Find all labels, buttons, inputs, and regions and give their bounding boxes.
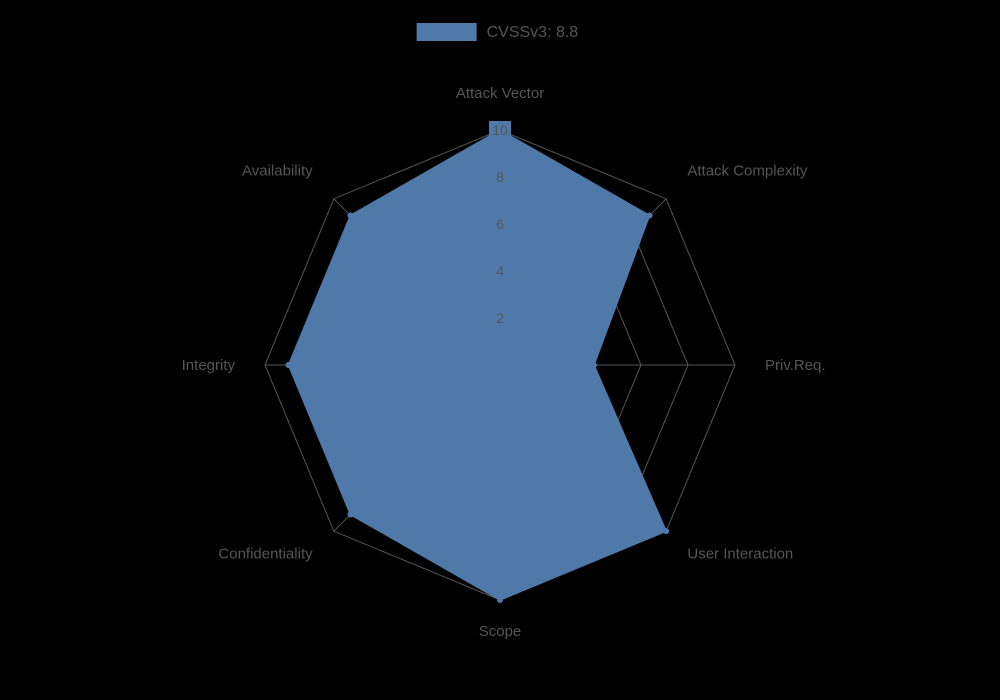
axis-label: Integrity: [182, 357, 236, 374]
series-marker: [647, 212, 653, 218]
axis-label: Attack Complexity: [687, 163, 808, 180]
tick-label: 6: [496, 216, 504, 232]
series-marker: [591, 362, 597, 368]
tick-label: 8: [496, 169, 504, 185]
axis-label: Confidentiality: [218, 545, 313, 562]
axis-label: Attack Vector: [456, 85, 544, 102]
series-marker: [663, 528, 669, 534]
tick-label: 10: [492, 122, 508, 138]
series-marker: [497, 597, 503, 603]
series-marker: [286, 362, 292, 368]
tick-label: 2: [496, 310, 504, 326]
axis-label: Availability: [242, 163, 313, 180]
axis-label: User Interaction: [687, 545, 793, 562]
legend-label: CVSSv3: 8.8: [487, 24, 579, 41]
axis-label: Scope: [479, 623, 522, 640]
legend-swatch: [417, 23, 477, 41]
series-marker: [347, 212, 353, 218]
chart-legend: CVSSv3: 8.8: [417, 23, 579, 41]
tick-label: 4: [496, 263, 504, 279]
series-marker: [347, 512, 353, 518]
axis-label: Priv.Req.: [765, 357, 826, 374]
cvss-radar-chart: 2 4 6 8 10 Attack Vector Attack Complexity Priv…: [0, 0, 1000, 700]
